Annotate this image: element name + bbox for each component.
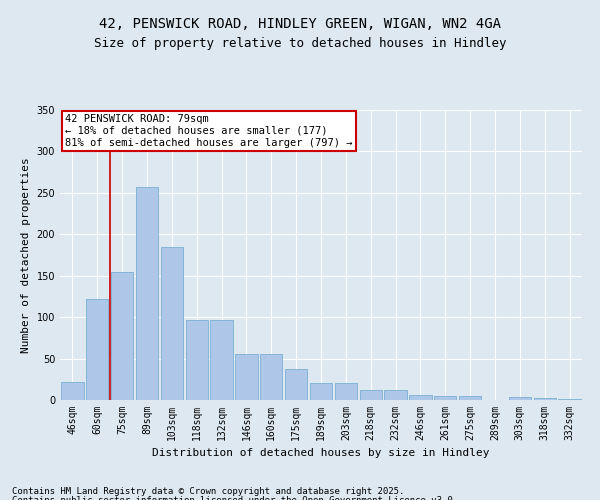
Bar xyxy=(260,354,283,400)
Bar xyxy=(136,187,158,400)
Bar xyxy=(285,368,307,400)
Bar xyxy=(459,396,481,400)
Y-axis label: Number of detached properties: Number of detached properties xyxy=(21,157,31,353)
Text: Contains public sector information licensed under the Open Government Licence v3: Contains public sector information licen… xyxy=(12,496,458,500)
Bar xyxy=(61,382,83,400)
Bar xyxy=(409,395,431,400)
Bar xyxy=(533,398,556,400)
Bar xyxy=(185,320,208,400)
Text: Size of property relative to detached houses in Hindley: Size of property relative to detached ho… xyxy=(94,38,506,51)
Bar xyxy=(310,384,332,400)
Bar xyxy=(335,384,357,400)
Bar xyxy=(86,299,109,400)
Bar xyxy=(359,390,382,400)
Bar xyxy=(111,272,133,400)
Bar xyxy=(385,390,407,400)
Text: 42 PENSWICK ROAD: 79sqm
← 18% of detached houses are smaller (177)
81% of semi-d: 42 PENSWICK ROAD: 79sqm ← 18% of detache… xyxy=(65,114,353,148)
Text: 42, PENSWICK ROAD, HINDLEY GREEN, WIGAN, WN2 4GA: 42, PENSWICK ROAD, HINDLEY GREEN, WIGAN,… xyxy=(99,18,501,32)
Bar xyxy=(434,396,457,400)
Text: Contains HM Land Registry data © Crown copyright and database right 2025.: Contains HM Land Registry data © Crown c… xyxy=(12,488,404,496)
Bar xyxy=(211,320,233,400)
Bar xyxy=(161,246,183,400)
Bar xyxy=(559,399,581,400)
X-axis label: Distribution of detached houses by size in Hindley: Distribution of detached houses by size … xyxy=(152,448,490,458)
Bar xyxy=(235,354,257,400)
Bar xyxy=(509,396,531,400)
